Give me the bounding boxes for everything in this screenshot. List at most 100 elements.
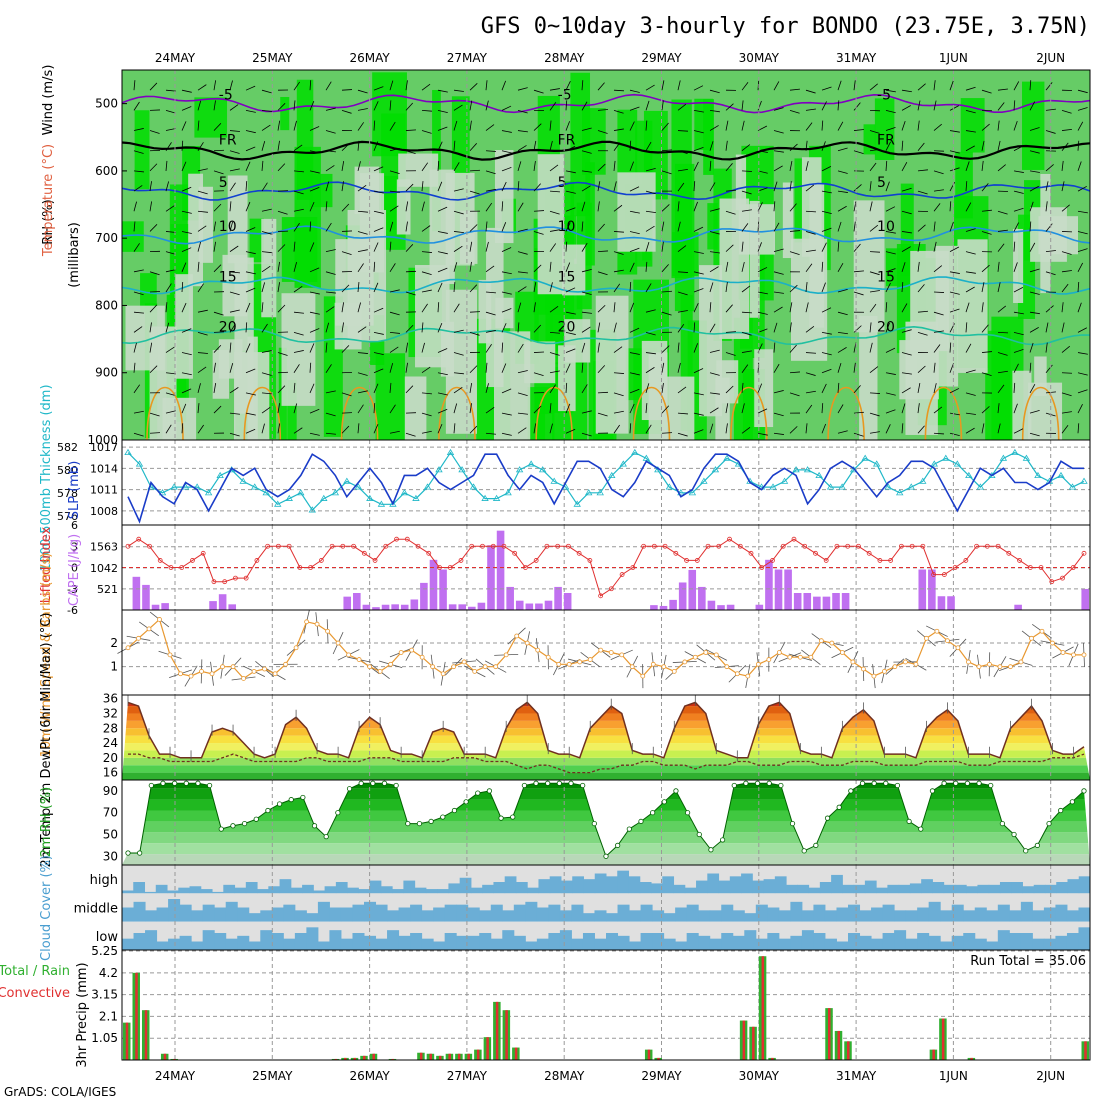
cloud-bar [122,890,134,894]
li-point [415,543,421,549]
wind-barb [437,392,448,396]
precip-tick: 1.05 [91,1031,118,1045]
wind-barb [165,142,172,151]
wind-barb [165,410,176,414]
wind-barb [629,161,634,172]
wind-barb [437,181,443,192]
wind-barb [421,109,432,112]
wind-barb [933,123,942,131]
wind-barb [693,147,704,152]
wind-barb [549,423,553,434]
wind-barb [325,390,336,394]
thk-tick: 578 [57,487,78,500]
cape-bar [132,576,141,610]
thickness-point [769,483,777,490]
wind-barb [661,241,664,252]
wind-barb [549,352,560,356]
li-point [576,550,582,556]
thickness-point [492,494,501,501]
wind-barb [725,261,729,272]
cape-bar [784,569,792,610]
cloud-bar [364,901,377,922]
cloud-bar [122,907,135,922]
wind-barb [645,190,656,195]
wind-barb [901,352,912,356]
precip-conv-bar [847,1041,850,1060]
wind-barb [261,89,272,94]
rh-patch-moist [527,387,555,440]
wind-tick: 2 [110,636,118,650]
wind-barb [1013,403,1018,414]
precip-conv-bar [495,1001,499,1060]
wind-barb [709,372,720,376]
wind10m-point [398,650,404,655]
rh-patch-dry [404,376,427,440]
wind-barb [773,390,784,394]
wind10m-point [1071,652,1076,658]
wind-barb [181,372,192,376]
wind10m-point [692,654,698,660]
wind-barb [469,425,478,434]
cloud-bar [813,933,826,950]
wind-barb [773,165,783,172]
wind-barb [741,190,752,195]
wind-barb [261,392,272,395]
wind-barb [1061,372,1073,374]
cloud-row-label: low [96,930,119,945]
wind10m-point [325,628,331,634]
wind10m-point [1039,628,1045,634]
cape-bar [1081,588,1089,610]
wind-barb [229,201,232,212]
wind-barb [549,190,561,193]
wind-barb [453,188,464,192]
cloud-bar [662,876,675,894]
wind-barb [949,308,960,313]
wind-barb [677,103,687,111]
rh-point [300,794,306,801]
wind-barb [437,372,448,376]
rh-patch-dry [440,321,455,377]
rh-point [859,780,866,786]
wind-barb [165,392,176,396]
wind-barb [405,244,414,252]
wind-barb [645,309,656,313]
cloud-bar [548,933,561,950]
wind-barb [405,270,417,273]
wind-barb [629,89,640,93]
bottom-date: 31MAY [836,1069,877,1083]
wind-barb [965,302,970,313]
rh-patch-dry [562,244,586,296]
wind-barb [869,412,880,417]
wind-barb [149,181,152,192]
wind-barb [661,100,664,111]
cloud-bar [824,910,837,922]
wind-barb [981,372,992,377]
wind-barb [309,291,320,295]
li-point [684,558,689,563]
top-date: 27MAY [447,51,488,65]
wind-barb [485,265,495,273]
thickness-point [285,494,293,501]
li-point [716,543,722,549]
wind-barb [1061,425,1069,434]
cloud-bar [836,907,849,922]
wind-barb [341,392,352,397]
wind10m-point [955,645,961,651]
contour-label: FR [558,133,576,149]
wind-barb [405,102,414,111]
wind-barb [725,120,729,131]
cloud-bar [237,935,250,950]
cape-bar [765,559,773,610]
cloud-bar [490,904,503,922]
wind-barb [533,302,536,313]
wind-barb [197,120,200,131]
wind-barb [613,231,625,233]
wind-barb [677,323,685,333]
rh-patch-moist [1022,81,1045,170]
wind-barb [885,141,891,151]
li-point [834,543,840,549]
wind-barb [741,209,752,212]
wind-barb [149,412,160,417]
temp-band [122,750,1090,758]
